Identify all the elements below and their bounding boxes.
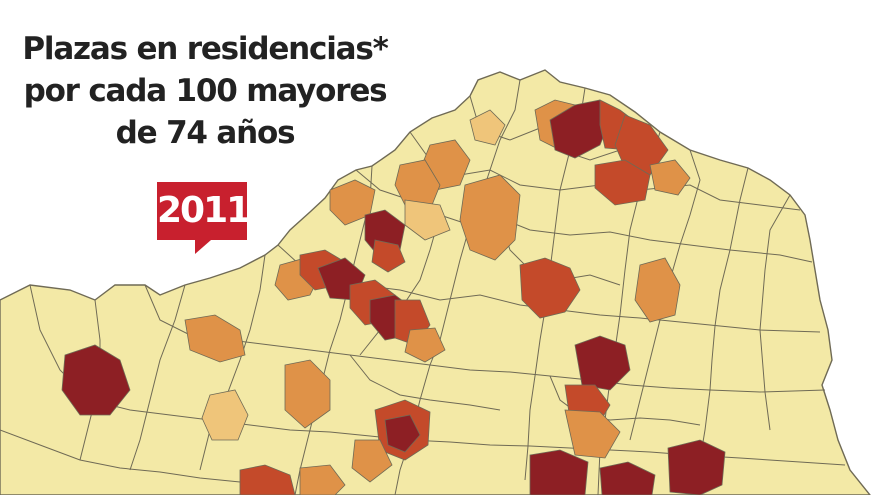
region-shade: [299, 464, 346, 495]
title-line-1: Plazas en residencias*: [22, 31, 388, 67]
region-shade: [184, 314, 246, 363]
map-title: Plazas en residencias* por cada 100 mayo…: [0, 28, 410, 154]
shaded-municipalities: [61, 99, 726, 495]
region-shade: [599, 461, 656, 495]
region-shade: [404, 327, 446, 363]
title-line-2: por cada 100 mayores: [23, 73, 388, 109]
year-badge: 2011: [157, 182, 251, 254]
region-shade: [239, 464, 296, 495]
region-shade: [404, 199, 451, 241]
region-shade: [649, 159, 691, 196]
region-shade: [284, 359, 331, 429]
region-shade: [371, 239, 406, 273]
region-shade: [384, 414, 421, 453]
region-shade: [201, 389, 249, 441]
region-shade: [594, 159, 651, 206]
region-shade: [564, 409, 621, 459]
region-shade: [61, 344, 131, 416]
region-shade: [529, 449, 589, 495]
region-shade: [351, 439, 393, 483]
region-shade: [519, 257, 581, 319]
title-line-3: de 74 años: [115, 115, 296, 151]
region-shade: [634, 257, 681, 323]
region-shade: [667, 439, 726, 495]
region-shade: [459, 174, 521, 261]
region-shade: [469, 109, 506, 146]
